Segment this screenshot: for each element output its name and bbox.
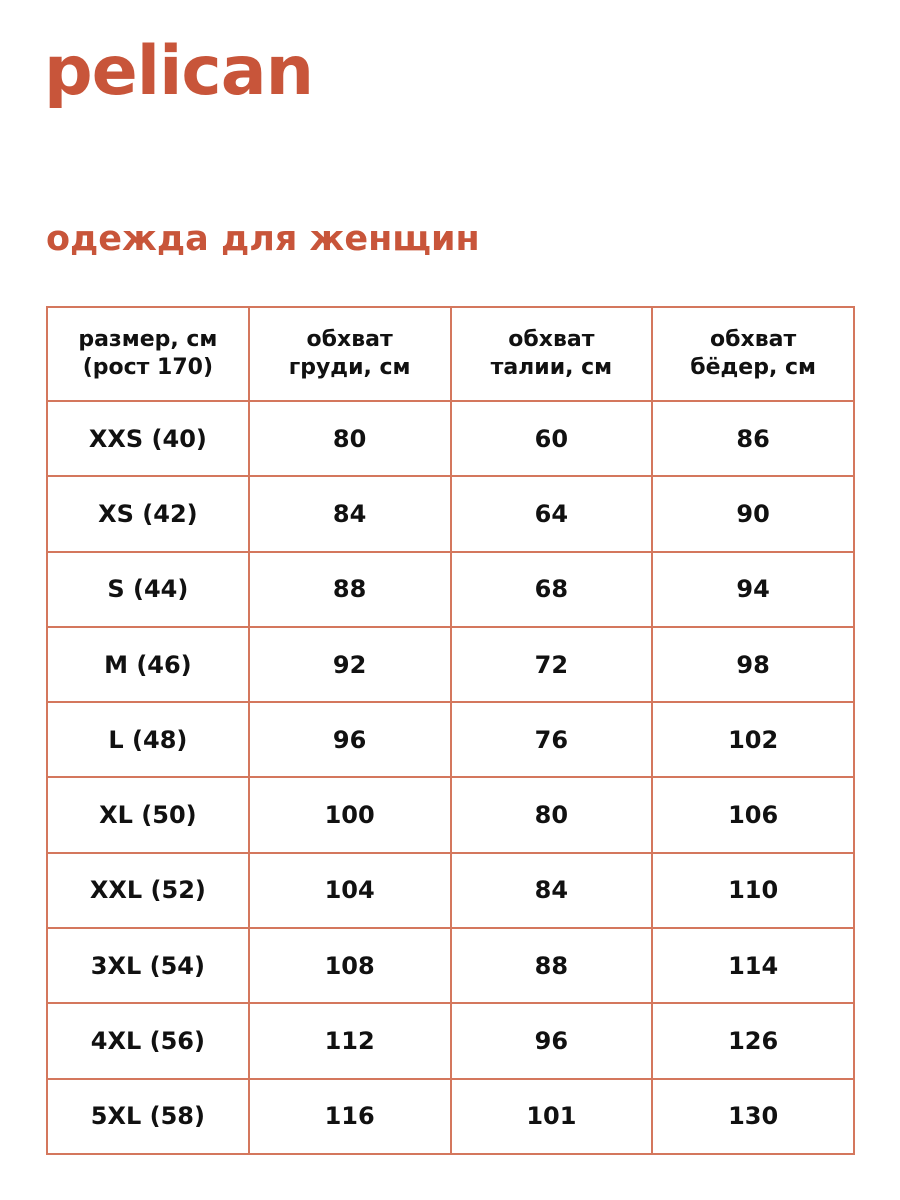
measurement-cell: 72 bbox=[449, 625, 654, 704]
column-header-line: (рост 170) bbox=[82, 355, 214, 380]
measurement-cell: 92 bbox=[247, 625, 452, 704]
table-row: XXS (40) 80 60 86 bbox=[46, 399, 855, 478]
column-header-line: груди, см bbox=[288, 355, 411, 380]
measurement-cell: 94 bbox=[651, 550, 855, 628]
measurement-cell: 108 bbox=[247, 927, 452, 1005]
measurement-cell: 116 bbox=[247, 1077, 452, 1155]
measurement-cell: 100 bbox=[247, 776, 452, 854]
measurement-cell: 88 bbox=[247, 550, 452, 628]
column-header: размер, см (рост 170) bbox=[46, 306, 250, 402]
table-row: 3XL (54) 108 88 114 bbox=[46, 927, 855, 1005]
table-header-row: размер, см (рост 170) обхват груди, см обхва… bbox=[46, 306, 855, 402]
table-row: 4XL (56) 112 96 126 bbox=[46, 1002, 855, 1080]
size-chart-table: размер, см (рост 170) обхват груди, см обхва… bbox=[46, 306, 855, 1155]
measurement-cell: 130 bbox=[651, 1077, 855, 1155]
measurement-cell: 84 bbox=[449, 851, 654, 930]
column-header-line: обхват bbox=[306, 327, 393, 352]
table-row: 5XL (58) 116 101 130 bbox=[46, 1077, 855, 1155]
measurement-cell: 88 bbox=[449, 927, 654, 1005]
measurement-cell: 106 bbox=[651, 776, 855, 854]
page-title: одежда для женщин bbox=[46, 219, 480, 259]
column-header-line: обхват bbox=[508, 327, 595, 352]
table-row: XL (50) 100 80 106 bbox=[46, 776, 855, 854]
measurement-cell: 104 bbox=[247, 851, 452, 930]
size-cell: S (44) bbox=[46, 550, 250, 628]
measurement-cell: 110 bbox=[651, 851, 855, 930]
table-row: L (48) 96 76 102 bbox=[46, 701, 855, 779]
measurement-cell: 114 bbox=[651, 927, 855, 1005]
table-row: XS (42) 84 64 90 bbox=[46, 475, 855, 553]
measurement-cell: 64 bbox=[449, 475, 654, 553]
column-header: обхват талии, см bbox=[449, 306, 654, 402]
measurement-cell: 126 bbox=[651, 1002, 855, 1080]
size-cell: XS (42) bbox=[46, 475, 250, 553]
measurement-cell: 80 bbox=[247, 399, 452, 478]
measurement-cell: 84 bbox=[247, 475, 452, 553]
size-cell: M (46) bbox=[46, 625, 250, 704]
measurement-cell: 96 bbox=[449, 1002, 654, 1080]
measurement-cell: 76 bbox=[449, 701, 654, 779]
size-cell: 5XL (58) bbox=[46, 1077, 250, 1155]
column-header: обхват груди, см bbox=[247, 306, 452, 402]
size-cell: 4XL (56) bbox=[46, 1002, 250, 1080]
column-header: обхват бёдер, см bbox=[651, 306, 855, 402]
measurement-cell: 102 bbox=[651, 701, 855, 779]
size-cell: 3XL (54) bbox=[46, 927, 250, 1005]
measurement-cell: 112 bbox=[247, 1002, 452, 1080]
size-cell: XL (50) bbox=[46, 776, 250, 854]
measurement-cell: 98 bbox=[651, 625, 855, 704]
column-header-line: обхват bbox=[710, 327, 797, 352]
table-row: S (44) 88 68 94 bbox=[46, 550, 855, 628]
measurement-cell: 90 bbox=[651, 475, 855, 553]
size-cell: L (48) bbox=[46, 701, 250, 779]
measurement-cell: 96 bbox=[247, 701, 452, 779]
column-header-line: размер, см bbox=[78, 327, 218, 352]
table-row: XXL (52) 104 84 110 bbox=[46, 851, 855, 930]
measurement-cell: 60 bbox=[449, 399, 654, 478]
measurement-cell: 68 bbox=[449, 550, 654, 628]
measurement-cell: 86 bbox=[651, 399, 855, 478]
column-header-line: бёдер, см bbox=[690, 355, 816, 380]
measurement-cell: 101 bbox=[449, 1077, 654, 1155]
pelican-logo: pelican bbox=[44, 32, 314, 111]
size-cell: XXL (52) bbox=[46, 851, 250, 930]
size-cell: XXS (40) bbox=[46, 399, 250, 478]
column-header-line: талии, см bbox=[490, 355, 613, 380]
measurement-cell: 80 bbox=[449, 776, 654, 854]
table-row: M (46) 92 72 98 bbox=[46, 625, 855, 704]
